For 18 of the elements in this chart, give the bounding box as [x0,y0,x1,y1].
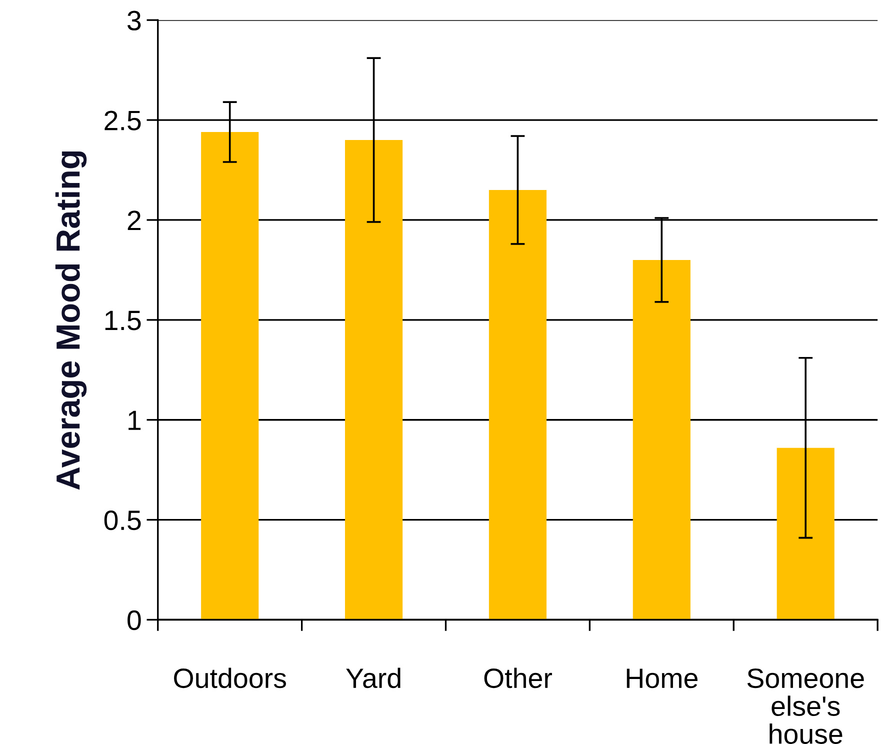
y-tick-label: 1.5 [105,310,141,330]
x-tick-label: Home [626,668,698,688]
y-tick-label: 0.5 [104,510,141,530]
x-tick-label: Other [484,668,552,688]
y-tick-label: 1 [128,410,141,430]
y-tick-label: 2 [128,210,141,230]
bar [345,140,403,620]
y-tick-label: 2.5 [104,110,141,130]
bar [201,132,259,620]
bar [776,448,834,620]
y-axis-title: Average Mood Rating [55,151,87,490]
x-tick-label: Outdoors [174,668,286,688]
y-tick-label: 3 [128,10,141,30]
x-tick-label: Someone else's house [747,668,864,744]
x-tick-label: Yard [346,668,400,688]
bar [488,190,547,620]
bar [632,260,690,620]
y-tick-label: 0 [128,610,141,630]
